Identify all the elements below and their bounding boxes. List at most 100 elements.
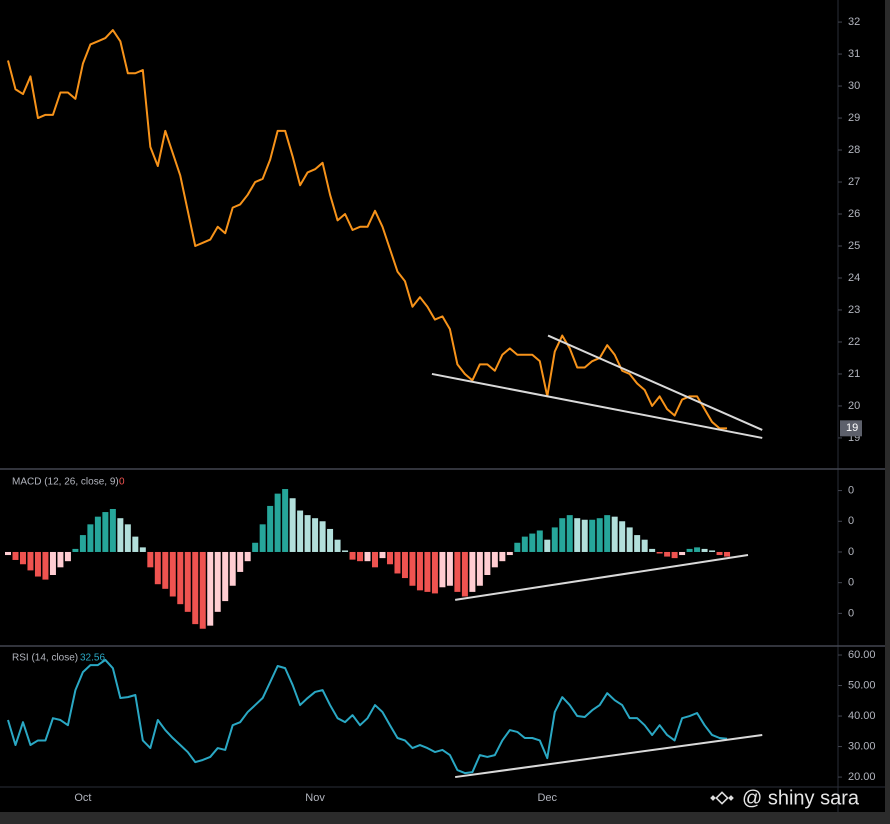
y-tick-label: 0 xyxy=(848,546,854,558)
watermark: @ shiny sara xyxy=(742,787,860,809)
histogram-bar xyxy=(379,551,386,559)
histogram-bar xyxy=(619,521,626,552)
y-tick-label: 31 xyxy=(848,48,860,60)
histogram-bar xyxy=(319,521,326,552)
histogram-bar xyxy=(177,551,184,605)
histogram-bar xyxy=(169,551,176,597)
histogram-bar xyxy=(87,524,94,552)
last-price-label: 19 xyxy=(846,422,858,434)
histogram-bar xyxy=(439,551,446,588)
x-tick-label: Dec xyxy=(537,792,557,804)
histogram-bar xyxy=(289,498,296,552)
histogram-bar xyxy=(109,508,116,552)
histogram-bar xyxy=(27,551,34,571)
y-tick-label: 27 xyxy=(848,176,860,188)
histogram-bar xyxy=(649,548,656,552)
histogram-bar xyxy=(117,518,124,552)
histogram-bar xyxy=(409,551,416,586)
y-tick-label: 28 xyxy=(848,144,860,156)
histogram-bar xyxy=(259,524,266,552)
histogram-bar xyxy=(671,551,678,559)
histogram-bar xyxy=(566,515,573,552)
histogram-bar xyxy=(604,515,611,552)
histogram-bar xyxy=(237,551,244,572)
histogram-bar xyxy=(282,489,289,552)
y-tick-label: 32 xyxy=(848,16,860,28)
histogram-bar xyxy=(394,551,401,574)
macd-title: MACD (12, 26, close, 9) xyxy=(12,477,119,488)
line xyxy=(7,658,728,775)
frame xyxy=(885,0,890,824)
trendline xyxy=(431,372,763,439)
histogram-bar xyxy=(192,551,199,625)
histogram-bar xyxy=(79,535,86,552)
y-tick-label: 24 xyxy=(848,272,860,284)
histogram-bar xyxy=(5,551,11,556)
histogram-bar xyxy=(139,547,146,552)
histogram-bar xyxy=(12,551,19,560)
y-tick-label: 20.00 xyxy=(848,771,876,783)
y-tick-label: 60.00 xyxy=(848,649,876,661)
histogram-bar xyxy=(214,551,221,612)
histogram-bar xyxy=(484,551,491,575)
histogram-bar xyxy=(469,551,476,592)
histogram-bar xyxy=(267,505,274,552)
histogram-bar xyxy=(709,550,716,552)
histogram-bar xyxy=(424,551,431,592)
histogram-bar xyxy=(686,548,693,552)
histogram-bar xyxy=(656,551,663,554)
trendline xyxy=(455,733,763,779)
x-tick-label: Oct xyxy=(74,792,91,804)
histogram-bar xyxy=(244,551,251,562)
histogram-bar xyxy=(491,551,498,568)
histogram-bar xyxy=(357,551,364,562)
histogram-bar xyxy=(49,551,56,575)
histogram-bar xyxy=(446,551,453,586)
rsi-value: 32.56 xyxy=(80,653,105,664)
histogram-bar xyxy=(297,510,304,552)
y-tick-label: 30 xyxy=(848,80,860,92)
histogram-bar xyxy=(521,536,528,552)
histogram-bar xyxy=(154,551,161,585)
y-tick-label: 23 xyxy=(848,304,860,316)
histogram-bar xyxy=(207,551,214,626)
histogram-bar xyxy=(701,548,708,552)
y-tick-label: 30.00 xyxy=(848,740,876,752)
histogram-bar xyxy=(476,551,483,586)
watermark-logo xyxy=(710,791,734,805)
last-price-box xyxy=(840,420,862,437)
trendline xyxy=(455,554,749,601)
y-tick-label: 25 xyxy=(848,240,860,252)
histogram-bar xyxy=(184,551,191,612)
histogram-bar xyxy=(574,518,581,552)
histogram-bar xyxy=(499,551,506,562)
histogram-bar xyxy=(222,551,229,602)
histogram-bar xyxy=(664,551,671,557)
y-tick-label: 0 xyxy=(848,515,854,527)
histogram-bar xyxy=(431,551,438,594)
histogram-bar xyxy=(596,518,603,552)
histogram-bar xyxy=(364,551,371,562)
rsi-title: RSI (14, close) xyxy=(12,653,78,664)
histogram-bar xyxy=(551,527,558,552)
line xyxy=(7,29,728,430)
histogram-bar xyxy=(72,548,79,552)
histogram-bar xyxy=(147,551,154,568)
histogram-bar xyxy=(694,547,701,552)
histogram-bar xyxy=(304,515,311,552)
y-tick-label: 50.00 xyxy=(848,679,876,691)
histogram-bar xyxy=(342,550,349,552)
histogram-bar xyxy=(132,536,139,552)
histogram-bar xyxy=(102,512,109,552)
histogram-bar xyxy=(716,551,723,556)
histogram-bar xyxy=(536,530,543,552)
histogram-bar xyxy=(57,551,64,568)
y-tick-label: 0 xyxy=(848,484,854,496)
histogram-bar xyxy=(461,551,468,597)
histogram-bar xyxy=(64,551,71,562)
histogram-bar xyxy=(372,551,379,568)
histogram-bar xyxy=(634,535,641,552)
histogram-bar xyxy=(252,542,259,552)
y-tick-label: 29 xyxy=(848,112,860,124)
